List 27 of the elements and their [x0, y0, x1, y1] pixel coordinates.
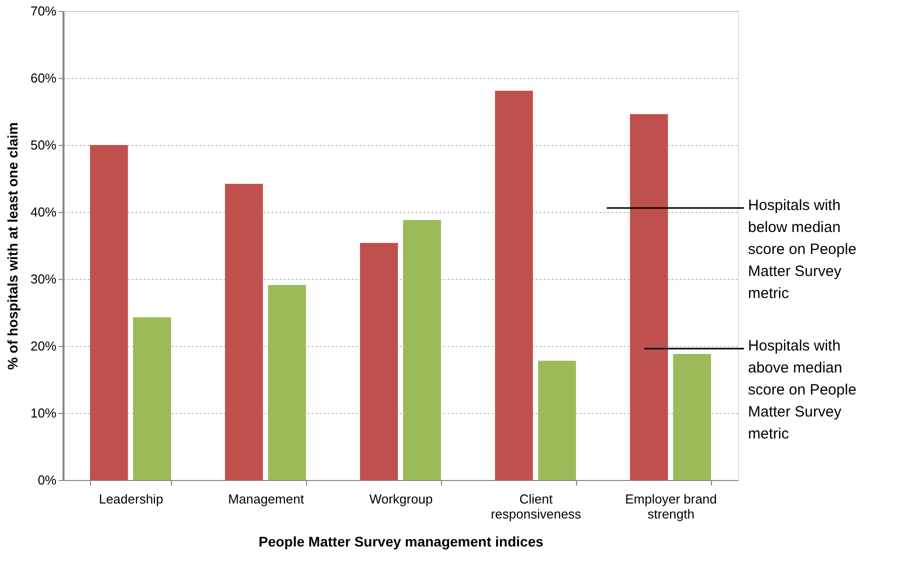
- bar: [538, 360, 576, 480]
- y-tick-label: 20%: [30, 338, 57, 354]
- bar: [403, 220, 441, 480]
- y-tick-label: 0%: [38, 472, 57, 488]
- x-tick-label: Management: [228, 492, 304, 506]
- y-tick-label: 40%: [30, 204, 57, 220]
- y-tick-label: 10%: [30, 406, 57, 420]
- y-tick-label: 60%: [30, 70, 57, 86]
- x-tick-label: Employer brand strength: [625, 492, 717, 522]
- x-tick-label: Client responsiveness: [490, 492, 582, 522]
- y-tick-label: 50%: [30, 138, 57, 152]
- bar: [495, 90, 533, 480]
- x-axis-title: People Matter Survey management indices: [258, 534, 544, 550]
- bar: [133, 317, 171, 480]
- y-tick-label: 70%: [30, 4, 57, 18]
- bar: [630, 114, 668, 480]
- y-axis-title: % of hospitals with at least one claim: [4, 122, 20, 370]
- x-tick-label: Workgroup: [369, 492, 433, 506]
- bar: [225, 184, 263, 480]
- y-tick-label: 30%: [30, 272, 57, 286]
- x-tick-label: Leadership: [98, 492, 164, 506]
- text: Hospitals with above median score on People Matter Survey metric: [748, 338, 856, 443]
- text: Hospitals with below median score on People Matter Survey metric: [748, 196, 856, 302]
- bar: [268, 285, 306, 480]
- bar: [90, 145, 128, 480]
- bar: [673, 354, 711, 480]
- bar: [360, 242, 398, 480]
